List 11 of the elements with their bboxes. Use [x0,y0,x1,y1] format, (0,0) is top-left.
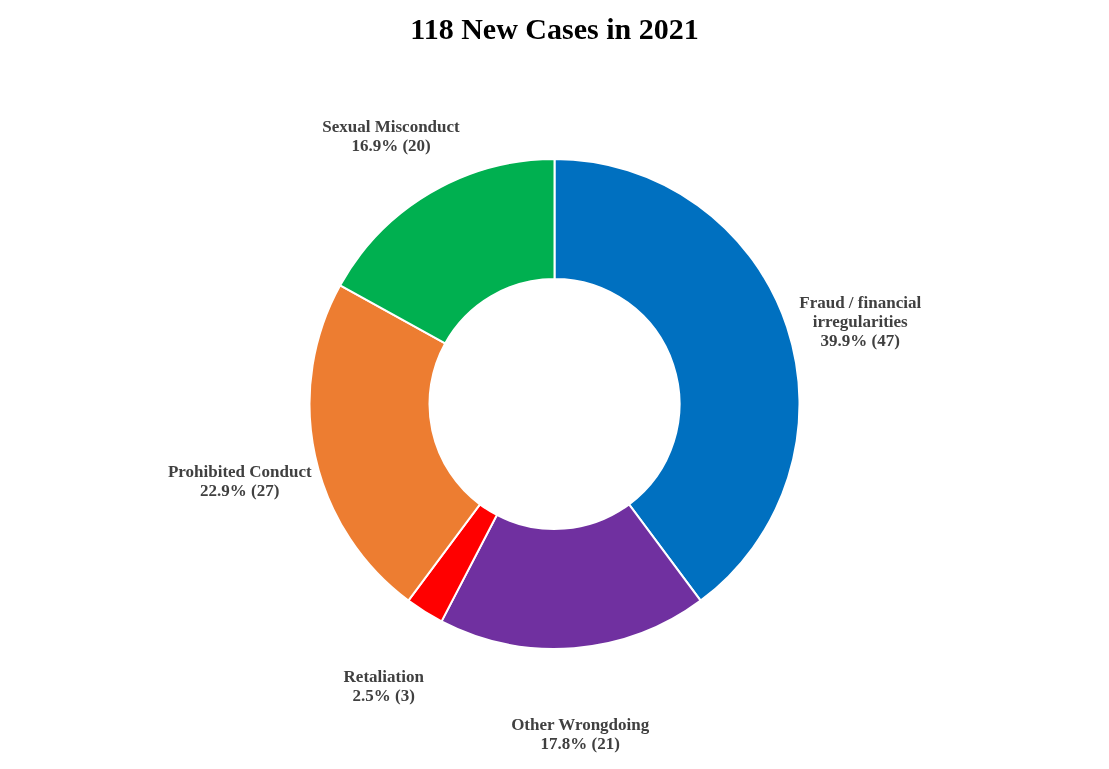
slice-label: Prohibited Conduct [167,462,312,482]
data-label: 16.9% (20) [351,135,431,155]
data-label: 39.9% (47) [820,330,900,350]
data-label: 2.5% (3) [352,685,415,705]
data-label: 17.8% (21) [540,733,620,753]
slice-label: Sexual Misconduct [322,116,461,136]
slice-label: Retaliation [343,666,425,686]
slice-label: Fraud / financial irregularities [799,292,922,331]
chart-title: 118 New Cases in 2021 [410,12,699,45]
slice-label: Other Wrongdoing [511,714,650,734]
data-label: 22.9% (27) [200,481,280,501]
